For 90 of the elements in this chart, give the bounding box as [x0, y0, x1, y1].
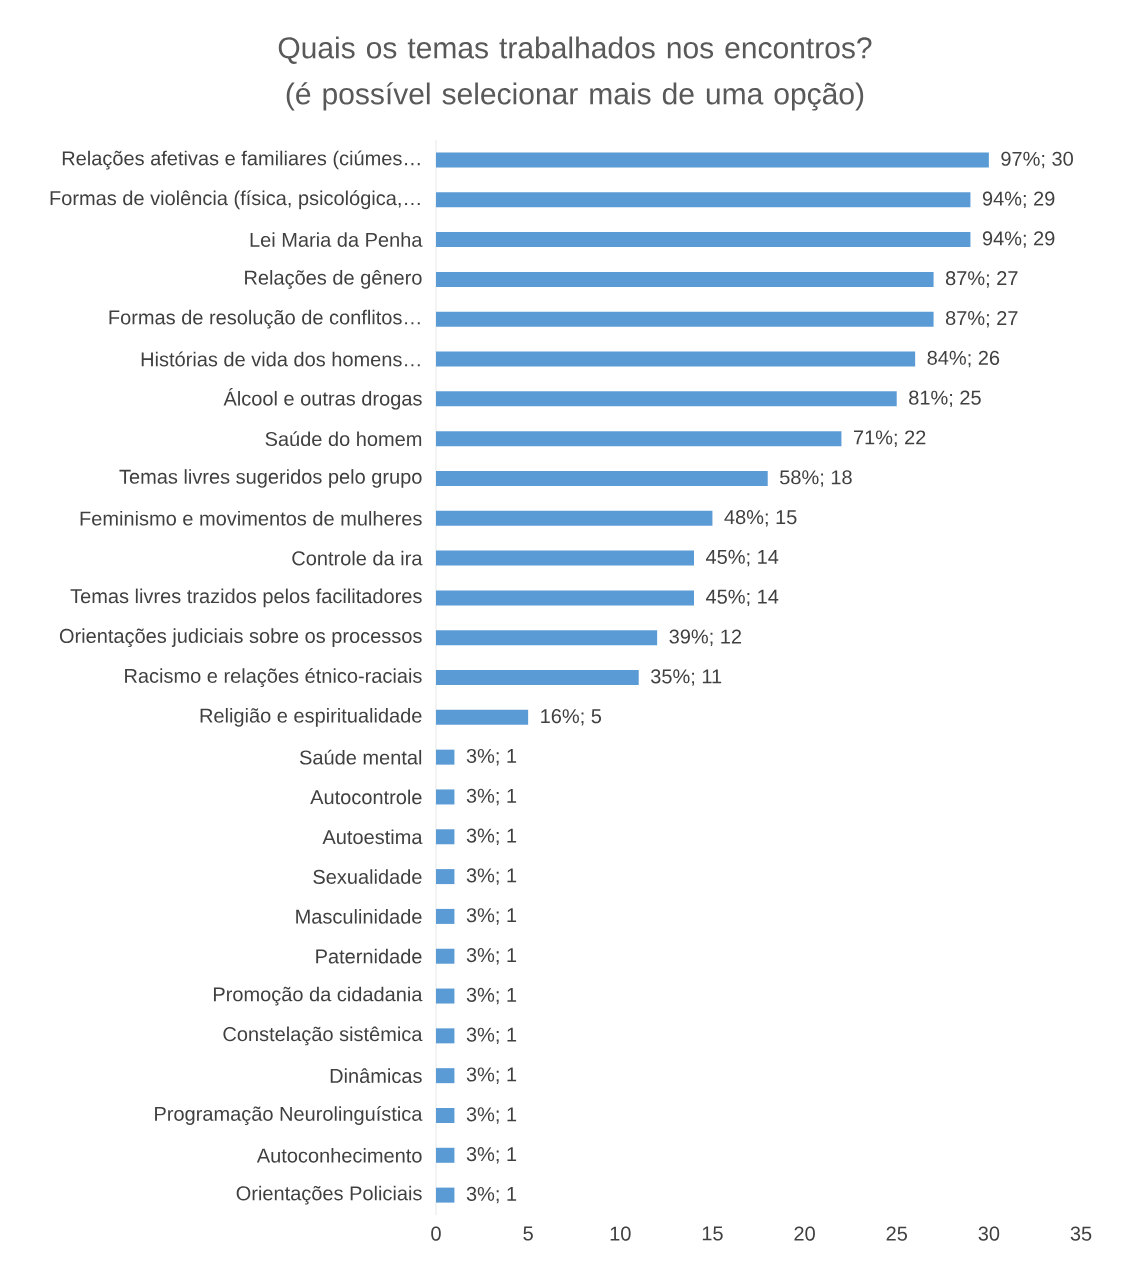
- x-tick-label: 10: [610, 1226, 631, 1241]
- bar: [436, 311, 934, 327]
- bar: [436, 908, 455, 924]
- y-tick-label: Sexualidade: [313, 869, 422, 884]
- y-tick-label: Controle da ira: [292, 550, 423, 566]
- bar: [436, 1147, 455, 1163]
- bar: [436, 550, 694, 566]
- x-tick-label: 30: [978, 1226, 1000, 1241]
- bar: [436, 510, 713, 526]
- y-tick-label: Masculinidade: [296, 909, 422, 924]
- data-label: 45%; 14: [705, 549, 779, 567]
- bar: [436, 749, 455, 765]
- data-label: 16%; 5: [541, 709, 602, 726]
- data-label: 3%; 1: [466, 748, 517, 766]
- data-label: 3%; 1: [466, 1067, 517, 1084]
- bar: [436, 152, 989, 168]
- y-tick-label: Temas livres sugeridos pelo grupo: [119, 469, 422, 488]
- data-label: 81%; 25: [909, 390, 981, 408]
- data-label: 3%; 1: [466, 947, 517, 965]
- data-label: 3%; 1: [466, 987, 517, 1005]
- y-tick-label: Histórias de vida dos homens…: [141, 351, 420, 367]
- bar: [436, 709, 529, 725]
- y-tick-label: Autocontrole: [310, 789, 422, 805]
- bar: [436, 470, 768, 486]
- y-tick-label: Autoestima: [322, 829, 423, 845]
- y-tick-label: Racismo e relações étnico-raciais: [125, 668, 422, 687]
- data-label: 48%; 15: [724, 510, 797, 527]
- bar: [436, 232, 971, 248]
- data-label: 3%; 1: [466, 908, 517, 925]
- data-label: 3%; 1: [466, 1186, 517, 1204]
- bar: [436, 192, 971, 208]
- data-label: 3%; 1: [466, 1107, 517, 1124]
- y-tick-label: Saúde do homem: [265, 431, 422, 447]
- bar: [436, 590, 694, 606]
- data-label: 3%; 1: [466, 1027, 517, 1045]
- bar: [436, 1187, 455, 1203]
- x-tick-label: 20: [794, 1226, 815, 1241]
- data-label: 3%; 1: [466, 828, 517, 846]
- x-tick-label: 0: [431, 1226, 441, 1241]
- y-tick-label: Relações de gênero: [245, 269, 422, 289]
- y-tick-label: Promoção da cidadania: [213, 986, 423, 1006]
- y-tick-label: Relações afetivas e familiares (ciúmes…: [62, 150, 420, 170]
- y-tick-label: Álcool e outras drogas: [223, 388, 422, 410]
- y-tick-label: Dinâmicas: [330, 1068, 422, 1084]
- y-tick-label: Paternidade: [316, 948, 422, 964]
- data-label: 39%; 12: [669, 629, 742, 646]
- y-tick-label: Orientações judiciais sobre os processos: [59, 628, 422, 648]
- data-label: 3%; 1: [466, 1147, 517, 1164]
- data-label: 71%; 22: [853, 430, 926, 447]
- bar: [436, 1068, 455, 1084]
- bar: [436, 351, 916, 367]
- data-label: 94%; 29: [982, 231, 1055, 248]
- data-label: 45%; 14: [705, 589, 779, 607]
- bar: [436, 869, 455, 885]
- y-tick-label: Constelação sistêmica: [223, 1026, 423, 1046]
- data-label: 97%; 30: [1001, 151, 1073, 169]
- x-tick-label: 5: [523, 1226, 533, 1241]
- bar: [436, 391, 897, 407]
- y-tick-label: Autoconhecimento: [256, 1147, 422, 1163]
- bar: [436, 829, 455, 845]
- y-tick-label: Programação Neurolinguística: [155, 1105, 423, 1125]
- x-tick-label: 35: [1070, 1226, 1092, 1241]
- bar: [436, 1107, 455, 1123]
- data-label: 84%; 26: [927, 350, 1000, 368]
- bar: [436, 789, 455, 805]
- y-tick-label: Lei Maria da Penha: [250, 232, 423, 247]
- data-label: 94%; 29: [982, 191, 1055, 209]
- chart-title: Quais os temas trabalhados nos encontros? (é possível selecionar mais de uma opção): [278, 36, 872, 111]
- data-label: 3%; 1: [466, 788, 517, 806]
- bar: [436, 988, 455, 1004]
- y-tick-label: Formas de resolução de conflitos…: [109, 309, 420, 329]
- y-tick-label: Feminismo e movimentos de mulheres: [80, 510, 422, 526]
- y-tick-label: Religião e espiritualidade: [200, 708, 422, 727]
- x-tick-label: 15: [702, 1226, 723, 1241]
- y-tick-label: Saúde mental: [299, 749, 422, 765]
- x-tick-label: 25: [886, 1226, 907, 1241]
- bar: [436, 271, 934, 287]
- bar: [436, 1028, 455, 1044]
- bar: [436, 630, 658, 646]
- data-label: 87%; 27: [945, 310, 1018, 328]
- data-label: 3%; 1: [466, 868, 517, 885]
- data-label: 87%; 27: [945, 271, 1018, 288]
- data-label: 58%; 18: [780, 470, 852, 487]
- bar: [436, 431, 842, 447]
- y-tick-label: Temas livres trazidos pelos facilitadores: [70, 588, 422, 608]
- data-label: 35%; 11: [651, 669, 722, 686]
- y-tick-label: Orientações Policiais: [236, 1185, 422, 1205]
- y-tick-label: Formas de violência (física, psicológica,…: [50, 190, 420, 210]
- bar: [436, 948, 455, 964]
- bar: [436, 670, 639, 686]
